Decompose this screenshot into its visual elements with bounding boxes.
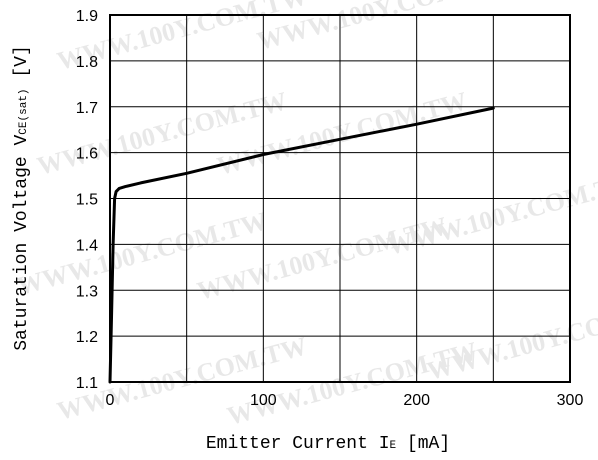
watermark-text: WWW.100Y.COM.TW bbox=[384, 166, 598, 261]
y-tick-label: 1.7 bbox=[76, 100, 98, 117]
y-tick-label: 1.5 bbox=[76, 192, 98, 209]
x-tick-label: 100 bbox=[250, 392, 277, 409]
y-axis-label: Saturation Voltage VCE(sat) [V] bbox=[12, 45, 32, 351]
x-axis: 0 100 200 300 bbox=[106, 392, 584, 409]
y-axis: 1.1 1.2 1.3 1.4 1.5 1.6 1.7 1.8 1.9 bbox=[76, 8, 98, 392]
watermark-layer: WWW.100Y.COM.TWWWW.100Y.COM.TWWWW.100Y.C… bbox=[14, 0, 598, 431]
x-tick-label: 0 bbox=[106, 392, 115, 409]
watermark-text: WWW.100Y.COM.TW bbox=[424, 291, 598, 386]
series-layer bbox=[108, 106, 495, 384]
y-tick-label: 1.2 bbox=[76, 329, 98, 346]
series-line bbox=[108, 106, 495, 384]
x-tick-label: 300 bbox=[557, 392, 584, 409]
y-tick-label: 1.1 bbox=[76, 375, 98, 392]
y-tick-label: 1.3 bbox=[76, 283, 98, 300]
y-tick-label: 1.8 bbox=[76, 54, 98, 71]
y-tick-label: 1.6 bbox=[76, 146, 98, 163]
y-tick-label: 1.9 bbox=[76, 8, 98, 25]
x-tick-label: 200 bbox=[403, 392, 430, 409]
y-tick-label: 1.4 bbox=[76, 237, 98, 254]
x-axis-label: Emitter Current IE [mA] bbox=[206, 434, 450, 454]
grid bbox=[110, 14, 570, 383]
plot-area bbox=[109, 14, 571, 383]
